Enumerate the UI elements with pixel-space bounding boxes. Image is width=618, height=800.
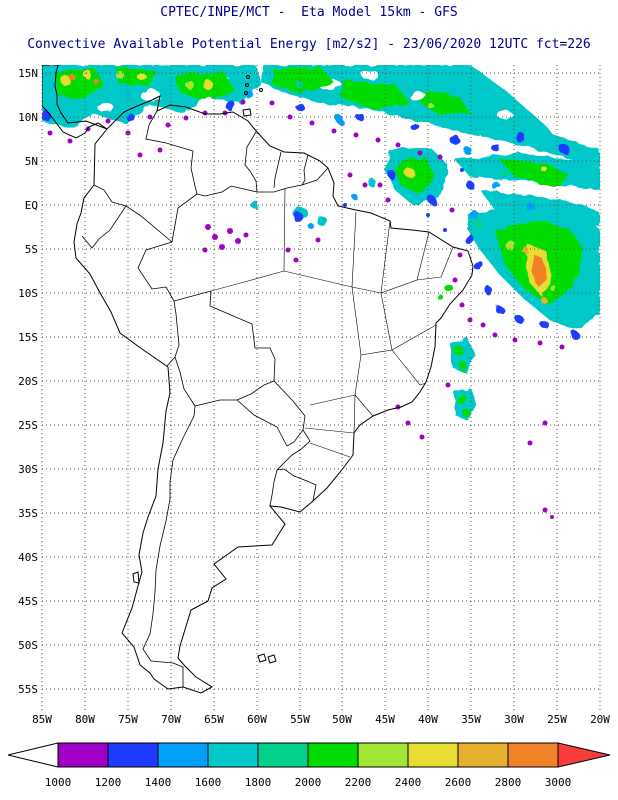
lat-tick-label: 5S — [25, 243, 38, 256]
colorbar-segment — [357, 742, 409, 768]
colorbar-tick-labels: 1000 1200 1400 1600 1800 2000 2200 2400 … — [45, 776, 572, 789]
lat-tick-label: 40S — [18, 551, 38, 564]
colorbar-tick-label: 2200 — [345, 776, 372, 789]
lon-tick-label: 20W — [590, 713, 610, 726]
colorbar-tick-label: 3000 — [545, 776, 572, 789]
coastline-south-america — [42, 65, 474, 694]
colorbar-tick-label: 2600 — [445, 776, 472, 789]
colorbar-tick-label: 2400 — [395, 776, 422, 789]
colorbar-tick-label: 2000 — [295, 776, 322, 789]
country-borders — [81, 110, 329, 687]
lat-tick-label: 10S — [18, 287, 38, 300]
colorbar-tick-label: 1200 — [95, 776, 122, 789]
colorbar-segment — [407, 742, 459, 768]
lon-tick-label: 40W — [418, 713, 438, 726]
colorbar-segment — [107, 742, 159, 768]
lat-tick-label: 45S — [18, 595, 38, 608]
lat-tick-label: 55S — [18, 683, 38, 696]
lon-tick-label: 80W — [75, 713, 95, 726]
lon-tick-label: 25W — [547, 713, 567, 726]
cape-shaded-field — [42, 65, 600, 519]
lat-tick-label: EQ — [25, 199, 38, 212]
lat-tick-label: 5N — [25, 155, 38, 168]
lat-tick-label: 25S — [18, 419, 38, 432]
colorbar-segment — [157, 742, 209, 768]
lat-tick-label: 15N — [18, 67, 38, 80]
lat-axis-labels: 15N 10N 5N EQ 5S 10S 15S 20S 25S 30S 35S… — [18, 67, 38, 696]
lon-tick-label: 85W — [32, 713, 52, 726]
colorbar-segment — [207, 742, 259, 768]
colorbar-tick-label: 2800 — [495, 776, 522, 789]
cape-speckles — [47, 99, 565, 519]
lon-tick-label: 50W — [332, 713, 352, 726]
colorbar-tick-label: 1000 — [45, 776, 72, 789]
lat-tick-label: 10N — [18, 111, 38, 124]
colorbar-tick-label: 1600 — [195, 776, 222, 789]
lon-tick-label: 60W — [247, 713, 267, 726]
lon-tick-label: 75W — [118, 713, 138, 726]
lon-tick-label: 65W — [204, 713, 224, 726]
lat-tick-label: 30S — [18, 463, 38, 476]
lon-axis-labels: 85W 80W 75W 70W 65W 60W 55W 50W 45W 40W … — [32, 713, 610, 726]
lat-tick-label: 15S — [18, 331, 38, 344]
chart-title-line1: CPTEC/INPE/MCT - Eta Model 15km - GFS — [160, 5, 458, 20]
colorbar-segment — [507, 742, 559, 768]
lon-tick-label: 55W — [290, 713, 310, 726]
graticule-grid — [41, 65, 601, 712]
colorbar-above-max-arrow — [557, 742, 611, 768]
map-plot: 15N 10N 5N EQ 5S 10S 15S 20S 25S 30S 35S… — [18, 65, 610, 726]
lon-tick-label: 70W — [161, 713, 181, 726]
lat-tick-label: 20S — [18, 375, 38, 388]
colorbar-tick-label: 1800 — [245, 776, 272, 789]
colorbar: 1000 1200 1400 1600 1800 2000 2200 2400 … — [7, 742, 611, 789]
colorbar-tick-label: 1400 — [145, 776, 172, 789]
colorbar-segment — [457, 742, 509, 768]
chart-title-line2: Convective Available Potential Energy [m… — [27, 37, 591, 52]
brazil-state-borders — [210, 187, 454, 458]
lat-tick-label: 50S — [18, 639, 38, 652]
colorbar-segment — [57, 742, 109, 768]
lon-tick-label: 45W — [375, 713, 395, 726]
lat-tick-label: 35S — [18, 507, 38, 520]
colorbar-below-min-arrow — [7, 742, 59, 768]
lon-tick-label: 30W — [504, 713, 524, 726]
colorbar-segment — [307, 742, 359, 768]
lon-tick-label: 35W — [461, 713, 481, 726]
colorbar-segment — [257, 742, 309, 768]
